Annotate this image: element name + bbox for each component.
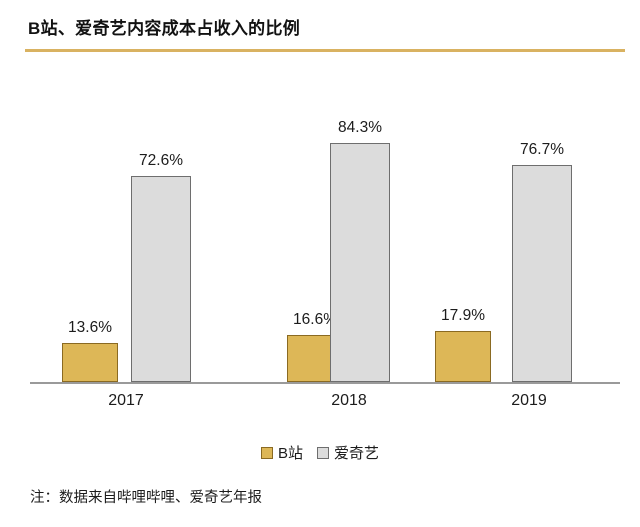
legend-item-iqiyi[interactable]: 爱奇艺 [317,442,379,463]
bar-value-label-iqiyi-2018: 84.3% [338,119,382,136]
bar-iqiyi-2019[interactable] [512,164,572,382]
bar-bilibili-2019[interactable] [435,331,491,382]
legend-swatch-icon-bilibili [260,446,273,459]
legend-label-bilibili: B站 [277,445,303,462]
x-axis-label-2019: 2019 [511,392,547,409]
title-divider [25,49,625,52]
x-axis-label-2018: 2018 [331,392,367,409]
bar-value-label-bilibili-2019: 17.9% [441,307,485,325]
legend-item-bilibili[interactable]: B站 [260,442,303,463]
bar-bilibili-2017[interactable] [62,343,118,382]
bar-value-label-bilibili-2017: 13.6% [68,319,112,337]
bar-value-label-iqiyi-2017: 72.6% [139,152,183,170]
x-axis-label-2017: 2017 [108,392,144,409]
bar-value-label-bilibili-2018: 16.6% [293,310,337,328]
bar-iqiyi-2017[interactable] [131,176,191,382]
bar-value-label-iqiyi-2019: 76.7% [520,140,564,158]
bar-iqiyi-2018[interactable] [330,143,390,382]
page-title: B站、爱奇艺内容成本占收入的比例 [28,19,301,38]
x-axis-line [30,382,620,384]
legend-label-iqiyi: 爱奇艺 [334,445,380,462]
chart-legend: B站 爱奇艺 [0,442,640,463]
legend-swatch-icon-iqiyi [317,446,329,459]
chart-footnote: 注：数据来自哔哩哔哩、爱奇艺年报 [30,490,262,506]
